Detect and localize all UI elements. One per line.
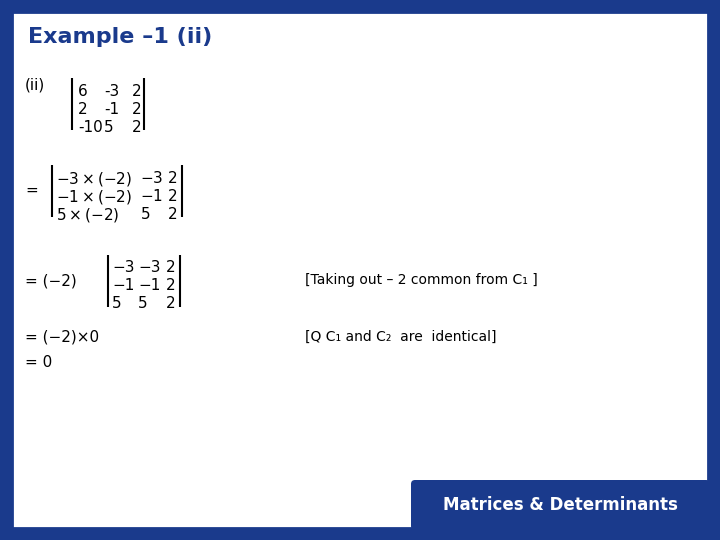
Text: $-3\times(-2)$: $-3\times(-2)$ — [56, 170, 132, 188]
Text: 5: 5 — [112, 296, 122, 311]
FancyBboxPatch shape — [411, 480, 710, 530]
Text: = 0: = 0 — [25, 355, 53, 370]
Text: 2: 2 — [132, 84, 142, 99]
Text: $2$: $2$ — [167, 188, 177, 204]
Text: 5: 5 — [104, 120, 114, 135]
Text: = (−2): = (−2) — [25, 273, 77, 288]
Text: Matrices & Determinants: Matrices & Determinants — [443, 496, 678, 514]
Text: $5$: $5$ — [140, 206, 150, 222]
Text: Example –1 (ii): Example –1 (ii) — [28, 27, 212, 47]
Text: = (−2)×0: = (−2)×0 — [25, 330, 99, 345]
Text: 2: 2 — [132, 120, 142, 135]
Text: [Q C₁ and C₂  are  identical]: [Q C₁ and C₂ are identical] — [305, 330, 497, 344]
FancyBboxPatch shape — [12, 12, 708, 528]
Text: $5\times(-2)$: $5\times(-2)$ — [56, 206, 120, 224]
Text: (ii): (ii) — [25, 78, 45, 93]
Text: 2: 2 — [166, 260, 176, 275]
Text: −1: −1 — [112, 278, 135, 293]
Text: 2: 2 — [166, 296, 176, 311]
Text: -3: -3 — [104, 84, 120, 99]
Text: 2: 2 — [166, 278, 176, 293]
Text: 2: 2 — [132, 102, 142, 117]
Text: −3: −3 — [138, 260, 161, 275]
Text: $-1$: $-1$ — [140, 188, 163, 204]
Text: -10: -10 — [78, 120, 103, 135]
Text: 6: 6 — [78, 84, 88, 99]
Text: 2: 2 — [78, 102, 88, 117]
Text: $2$: $2$ — [167, 206, 177, 222]
Text: 5: 5 — [138, 296, 148, 311]
Text: $-3$: $-3$ — [140, 170, 163, 186]
Text: [Taking out – 2 common from C₁ ]: [Taking out – 2 common from C₁ ] — [305, 273, 538, 287]
Text: −3: −3 — [112, 260, 135, 275]
Text: $2$: $2$ — [167, 170, 177, 186]
Text: -1: -1 — [104, 102, 119, 117]
Text: =: = — [25, 183, 37, 198]
Text: −1: −1 — [138, 278, 161, 293]
Text: $-1\times(-2)$: $-1\times(-2)$ — [56, 188, 132, 206]
